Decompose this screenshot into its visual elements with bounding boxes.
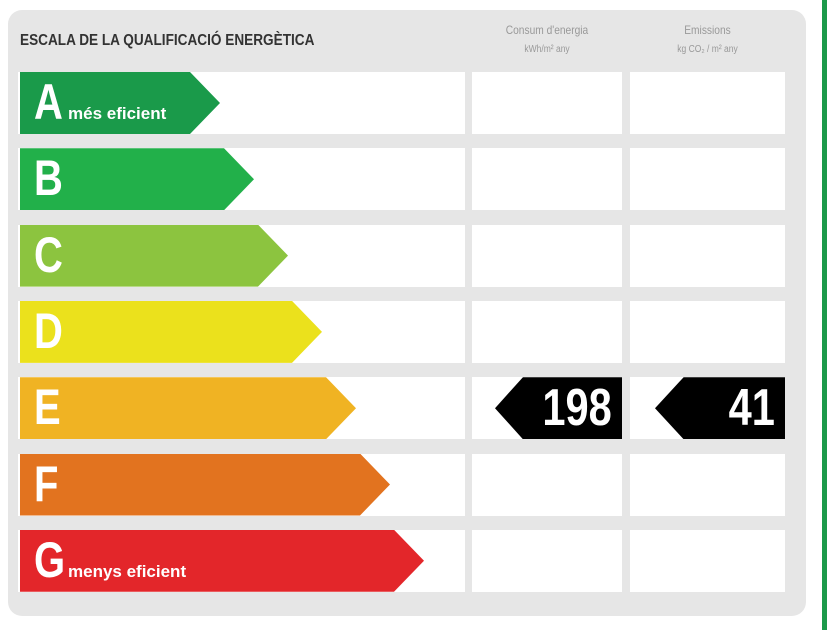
- emissions-cell: [630, 529, 785, 592]
- consumption-cell: [472, 529, 622, 592]
- rating-row-d: D: [0, 300, 840, 363]
- emissions-cell: [630, 148, 785, 211]
- class-bar: D: [20, 300, 322, 363]
- class-bar: G menys eficient: [20, 529, 424, 592]
- emissions-cell: [630, 72, 785, 134]
- emissions-value: 41: [728, 379, 775, 438]
- emissions-cell: [630, 300, 785, 363]
- border-line: [822, 0, 827, 630]
- class-letter: E: [34, 379, 61, 436]
- consumption-pointer: 198: [495, 377, 622, 440]
- class-bar: A més eficient: [20, 72, 220, 134]
- class-letter: G: [34, 531, 66, 588]
- consumption-cell: [472, 453, 622, 516]
- consumption-cell: [472, 148, 622, 211]
- consumption-cell: [472, 300, 622, 363]
- rating-row-a: A més eficient: [0, 72, 840, 134]
- consumption-label: Consum d'energia: [505, 23, 589, 37]
- class-letter: C: [34, 226, 63, 283]
- rating-row-c: C: [0, 224, 840, 287]
- emissions-unit: kg CO₂ / m² any: [677, 44, 738, 55]
- consumption-value: 198: [542, 379, 612, 438]
- consumption-cell: [472, 72, 622, 134]
- label-title: ESCALA DE LA QUALIFICACIÓ ENERGÈTICA: [20, 32, 315, 49]
- class-bar: B: [20, 148, 254, 211]
- rating-row-e: E 198 41: [0, 377, 840, 440]
- class-bar: E: [20, 377, 356, 440]
- class-bar: F: [20, 453, 390, 516]
- emissions-label: Emissions: [684, 23, 731, 37]
- class-sublabel: més eficient: [68, 104, 167, 123]
- rating-row-g: G menys eficient: [0, 529, 840, 592]
- rating-row-f: F: [0, 453, 840, 516]
- emissions-cell: [630, 224, 785, 287]
- consumption-cell: [472, 224, 622, 287]
- class-letter: D: [34, 302, 63, 359]
- consumption-unit: kWh/m² any: [524, 44, 570, 55]
- class-sublabel: menys eficient: [68, 561, 187, 581]
- class-letter: B: [34, 150, 63, 207]
- class-bar: C: [20, 224, 288, 287]
- emissions-pointer: 41: [655, 377, 785, 440]
- class-letter: A: [34, 74, 63, 130]
- class-letter: F: [34, 455, 59, 512]
- consumption-header: Consum d'energia kWh/m² any: [483, 20, 611, 60]
- rating-row-b: B: [0, 148, 840, 211]
- emissions-header: Emissions kg CO₂ / m² any: [642, 20, 774, 60]
- emissions-cell: [630, 453, 785, 516]
